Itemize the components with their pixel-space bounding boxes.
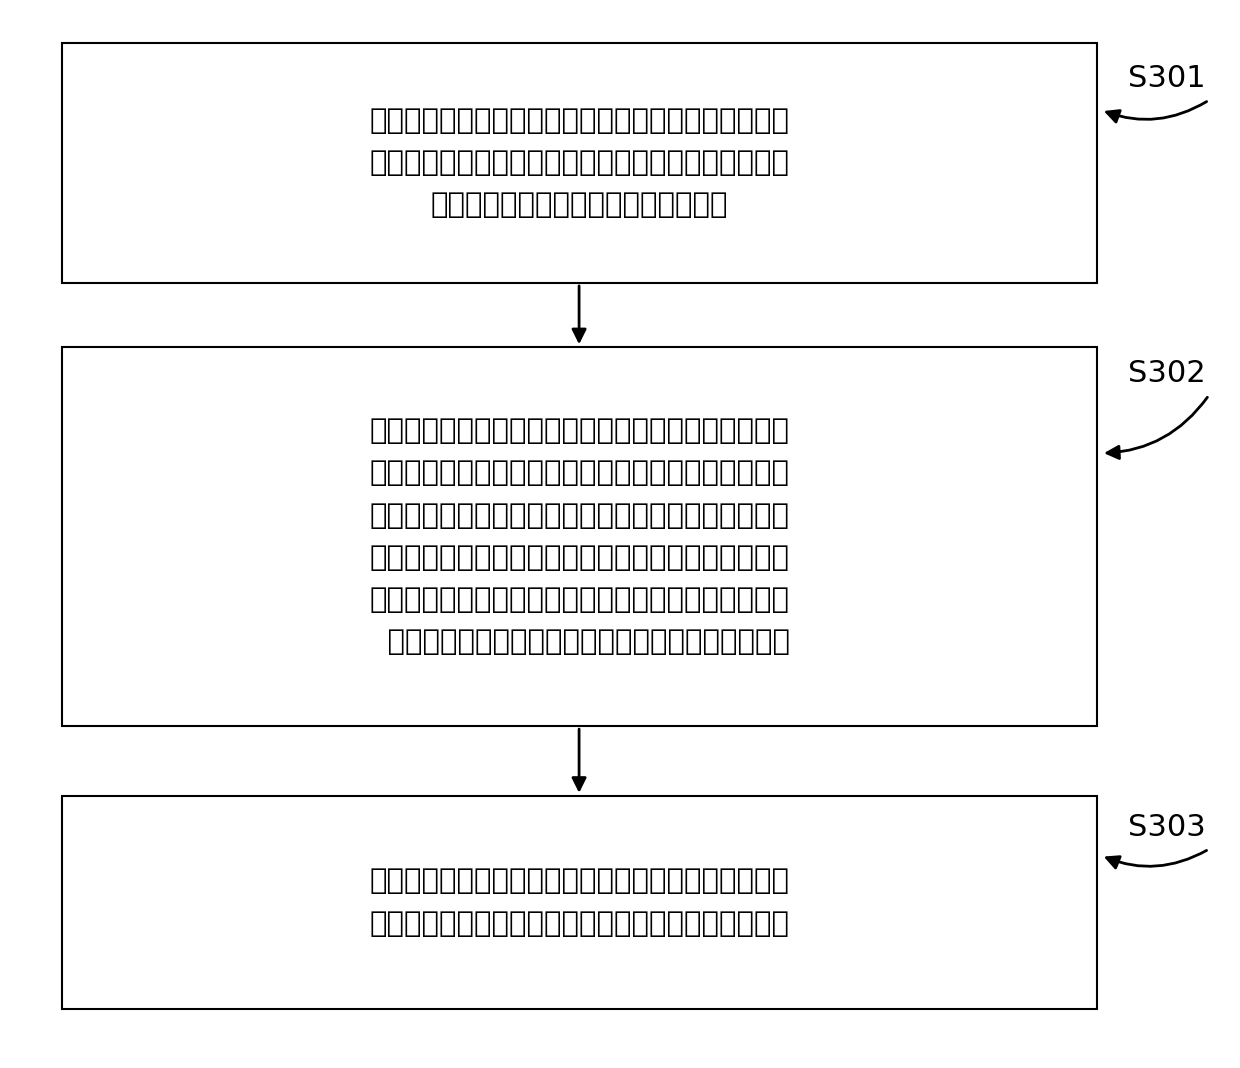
Text: 终端设备向所述服务器发送第二升级请求消息；所述第
二升级请求消息包括终端设备当前使用的第二固件安装
包对应的第二固件标识和第二固件版本: 终端设备向所述服务器发送第二升级请求消息；所述第 二升级请求消息包括终端设备当前… bbox=[370, 107, 790, 219]
Text: S303: S303 bbox=[1128, 813, 1207, 843]
Bar bbox=[62, 347, 1097, 726]
Text: S301: S301 bbox=[1128, 64, 1207, 93]
Text: 所述终端设备接收所述第二升级请求的响应消息，根据
所述第一下载地址下载所述第一固件安装包以进行升级: 所述终端设备接收所述第二升级请求的响应消息，根据 所述第一下载地址下载所述第一固… bbox=[370, 867, 790, 938]
Text: S302: S302 bbox=[1128, 359, 1207, 388]
Bar bbox=[62, 43, 1097, 283]
Bar bbox=[62, 796, 1097, 1009]
Text: 所述服务器接收所述第二升级请求消息，判断是否存储
有与所述第二固件标识相匹配的第一固件标识及与所述
第一固件标识对应的第一固件安装包；如果有，所述服
务器向所述: 所述服务器接收所述第二升级请求消息，判断是否存储 有与所述第二固件标识相匹配的第… bbox=[370, 417, 790, 657]
